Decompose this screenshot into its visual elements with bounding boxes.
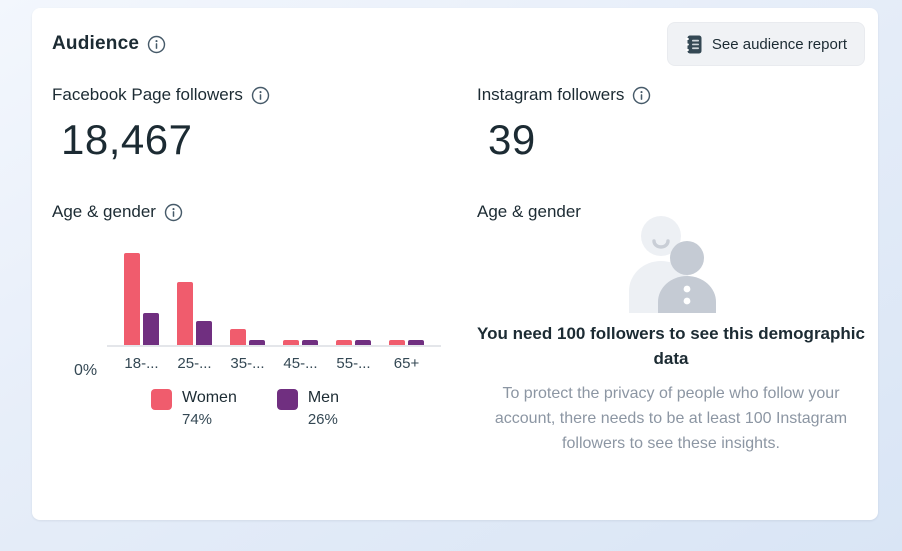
instagram-followers-count: 39 [488, 116, 536, 163]
instagram-empty-state: You need 100 followers to see this demog… [477, 213, 865, 456]
chart-group: 65+ [380, 245, 433, 372]
audience-info-icon[interactable] [147, 35, 166, 54]
instagram-demographics-label: Age & gender [477, 202, 581, 221]
legend-item-women: Women 74% [151, 388, 237, 428]
bar-women [124, 253, 140, 345]
x-axis-line [107, 345, 441, 347]
bar-women [283, 340, 299, 345]
bar-men [355, 340, 371, 345]
x-axis-label: 65+ [393, 355, 420, 372]
bar-men [196, 321, 212, 345]
instagram-followers-info-icon[interactable] [632, 86, 651, 105]
legend-swatch-women [151, 389, 172, 410]
report-button-label: See audience report [711, 35, 847, 53]
legend-swatch-men [276, 389, 298, 410]
bar-women [177, 282, 193, 345]
instagram-followers-label-row: Instagram followers [477, 85, 651, 105]
facebook-demographics-label-row: Age & gender [52, 202, 183, 222]
legend-percentage: 74% [182, 411, 213, 428]
bar-men [143, 313, 159, 345]
facebook-demographics-info-icon[interactable] [164, 203, 183, 222]
y-axis-zero-label: 0% [74, 362, 98, 379]
x-axis-label: 35-... [230, 355, 265, 372]
chart-group: 18-... [115, 245, 168, 372]
chart-group: 25-... [168, 245, 221, 372]
card-header: Audience [52, 33, 166, 55]
facebook-followers-count: 18,467 [61, 116, 193, 163]
legend-label: Men [307, 389, 339, 406]
age-gender-chart: 0% 18-... 25-... 35-... 45-... 55-... 65+ [74, 245, 441, 379]
x-axis-label: 55-... [336, 355, 371, 372]
page-title: Audience [52, 33, 140, 54]
see-audience-report-button[interactable]: See audience report [666, 22, 865, 66]
x-axis-label: 18-... [124, 355, 159, 372]
facebook-followers-label-row: Facebook Page followers [52, 85, 270, 105]
legend-label: Women [182, 389, 237, 406]
x-axis-label: 25-... [177, 355, 212, 372]
instagram-demographics-label-row: Age & gender [477, 202, 581, 222]
two-people-silhouette-icon [621, 213, 721, 313]
chart-legend: Women 74% Men 26% [151, 388, 339, 428]
audience-card: Audience See audience report Facebook Pa… [32, 8, 878, 520]
bar-women [389, 340, 405, 345]
chart-group: 55-... [327, 245, 380, 372]
facebook-demographics-label: Age & gender [52, 202, 156, 221]
x-axis-label: 45-... [283, 355, 318, 372]
report-icon [685, 35, 702, 54]
empty-state-description: To protect the privacy of people who fol… [494, 385, 848, 452]
bar-men [249, 340, 265, 345]
chart-group: 45-... [274, 245, 327, 372]
bar-women [336, 340, 352, 345]
legend-percentage: 26% [307, 411, 338, 428]
instagram-followers-label: Instagram followers [477, 85, 625, 104]
bar-women [230, 329, 246, 345]
chart-plot: 18-... 25-... 35-... 45-... 55-... 65+ [107, 245, 441, 372]
chart-group: 35-... [221, 245, 274, 372]
bar-men [302, 340, 318, 345]
legend-item-men: Men 26% [276, 388, 339, 428]
bar-men [408, 340, 424, 345]
facebook-followers-label: Facebook Page followers [52, 85, 243, 104]
empty-state-title: You need 100 followers to see this demog… [477, 324, 865, 368]
facebook-followers-info-icon[interactable] [251, 86, 270, 105]
